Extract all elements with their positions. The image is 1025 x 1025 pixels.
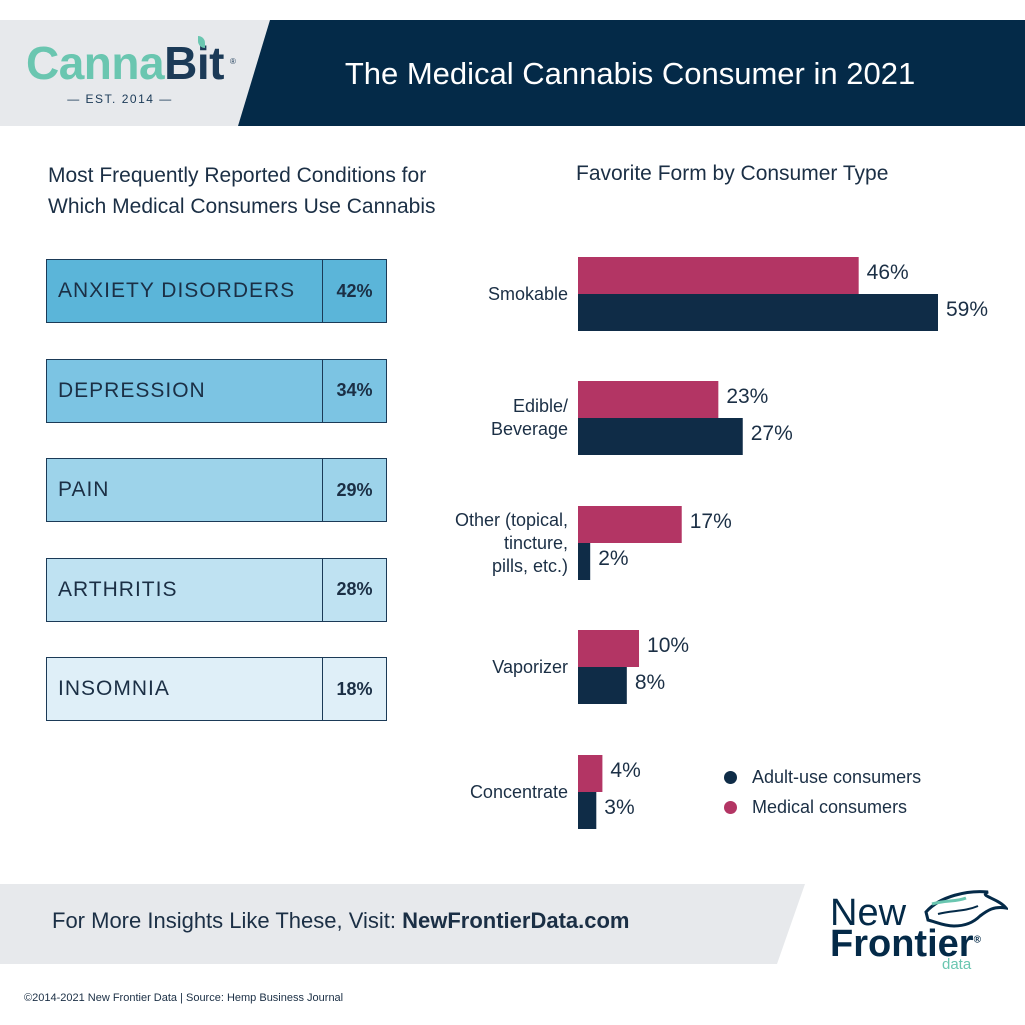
condition-pct: 29% <box>336 479 373 500</box>
chart-title: Favorite Form by Consumer Type <box>576 162 889 185</box>
leaf-icon <box>198 36 205 48</box>
logo-new: New <box>830 892 907 934</box>
bar-medical <box>578 755 603 792</box>
legend-medical-dot <box>724 801 737 814</box>
value-label-medical: 4% <box>610 759 641 782</box>
footer-url-link[interactable]: NewFrontierData.com <box>402 908 630 933</box>
value-label-medical: 23% <box>726 385 769 408</box>
category-label: Edible/Beverage <box>490 396 568 439</box>
category-label: Smokable <box>487 283 568 304</box>
value-label-adult-use: 59% <box>946 298 989 321</box>
condition-row: PAIN 29% <box>46 458 387 522</box>
legend-adult-dot <box>724 771 737 784</box>
category-label: Other (topical, tincture, pills, etc.) <box>454 509 568 576</box>
category-label: Vaporizer <box>492 656 568 677</box>
legend-medical-label: Medical consumers <box>752 797 908 817</box>
value-label-adult-use: 8% <box>634 671 666 694</box>
value-label-adult-use: 27% <box>750 422 793 445</box>
copyright: ©2014-2021 New Frontier Data | Source: H… <box>24 992 344 1004</box>
condition-pct: 34% <box>336 380 373 400</box>
bar-adult-use <box>578 543 591 580</box>
condition-row: INSOMNIA 18% <box>46 657 387 721</box>
condition-name: PAIN <box>47 459 323 521</box>
cannabit-logo: CannaBit <box>26 37 224 89</box>
condition-name: INSOMNIA <box>47 658 323 720</box>
footer-cta: For More Insights Like These, Visit: New… <box>52 908 630 934</box>
bar-medical <box>578 381 719 418</box>
logo-data: data <box>942 956 972 973</box>
header-brand-panel <box>0 20 270 126</box>
value-label-medical: 17% <box>689 510 732 533</box>
page-title: The Medical Cannabis Consumer in 2021 <box>344 56 916 91</box>
condition-pct: 18% <box>336 678 373 699</box>
legend-adult-use: Adult-use consumers <box>724 767 921 788</box>
conditions-title-line-1: Most Frequently Reported Conditions for <box>48 164 427 187</box>
established-label: — EST. 2014 — <box>67 92 173 106</box>
bar-adult-use <box>578 418 743 455</box>
condition-name: ANXIETY DISORDERS <box>47 260 323 322</box>
bar-adult-use <box>578 792 597 829</box>
registered-mark: ® <box>230 57 236 66</box>
conditions-title: Most Frequently Reported Conditions for … <box>48 160 488 222</box>
bar-medical <box>578 506 682 543</box>
header-title-panel <box>238 20 1025 126</box>
condition-row: DEPRESSION 34% <box>46 358 387 423</box>
legend-medical: Medical consumers <box>724 797 907 818</box>
condition-name: DEPRESSION <box>47 359 323 422</box>
logo-frontier: Frontier® <box>830 923 981 965</box>
horse-logo-icon <box>924 890 1008 928</box>
value-label-medical: 46% <box>866 261 909 284</box>
condition-pct: 28% <box>336 579 373 599</box>
favorite-form-chart <box>578 257 938 829</box>
value-label-adult-use: 3% <box>604 796 635 819</box>
condition-name: ARTHRITIS <box>47 558 323 621</box>
condition-row: ANXIETY DISORDERS 42% <box>46 259 387 323</box>
condition-pct: 42% <box>336 280 373 301</box>
bar-medical <box>578 630 640 667</box>
footer-cta-prefix: For More Insights Like These, Visit: <box>52 908 403 933</box>
bar-adult-use <box>578 294 938 331</box>
conditions-title-line-2: Which Medical Consumers Use Cannabis <box>48 195 436 218</box>
legend-adult-label: Adult-use consumers <box>752 767 922 787</box>
condition-row: ARTHRITIS 28% <box>46 557 387 622</box>
value-label-adult-use: 2% <box>598 547 629 570</box>
category-label: Concentrate <box>469 781 568 802</box>
footer-band <box>0 884 805 964</box>
bar-adult-use <box>578 667 627 704</box>
value-label-medical: 10% <box>647 634 690 657</box>
bar-medical <box>578 257 859 294</box>
